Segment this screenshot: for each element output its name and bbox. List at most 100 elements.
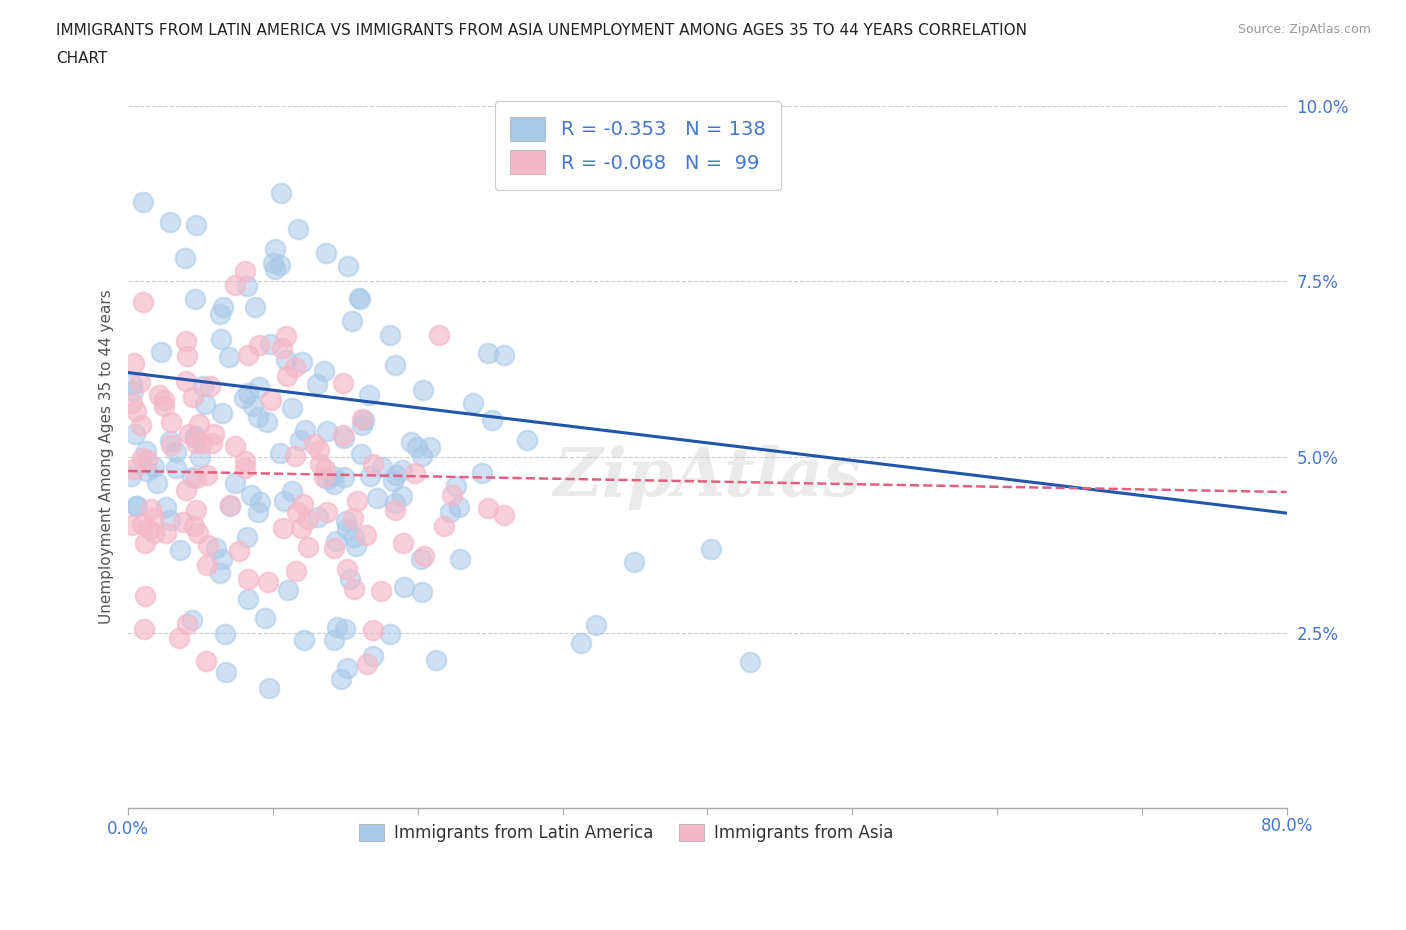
- Point: [384, 496, 406, 511]
- Point: [218, 498, 240, 512]
- Point: [273, 494, 295, 509]
- Point: [224, 476, 246, 491]
- Point: [146, 475, 169, 490]
- Point: [335, 561, 357, 576]
- Point: [312, 469, 335, 484]
- Point: [385, 468, 408, 483]
- Point: [427, 327, 450, 342]
- Point: [343, 581, 366, 596]
- Point: [346, 493, 368, 508]
- Point: [359, 469, 381, 484]
- Point: [149, 345, 172, 360]
- Point: [307, 510, 329, 525]
- Point: [449, 551, 471, 566]
- Point: [235, 278, 257, 293]
- Point: [343, 530, 366, 545]
- Point: [585, 618, 607, 633]
- Point: [174, 483, 197, 498]
- Point: [384, 358, 406, 373]
- Point: [332, 427, 354, 442]
- Text: ZipAtlas: ZipAtlas: [554, 445, 862, 511]
- Point: [477, 500, 499, 515]
- Point: [121, 377, 143, 392]
- Point: [441, 487, 464, 502]
- Point: [134, 622, 156, 637]
- Point: [412, 382, 434, 397]
- Text: 80.0%: 80.0%: [1260, 817, 1313, 835]
- Point: [332, 431, 354, 445]
- Point: [129, 418, 152, 432]
- Point: [492, 348, 515, 363]
- Point: [128, 375, 150, 390]
- Point: [270, 340, 292, 355]
- Point: [194, 396, 217, 411]
- Point: [264, 242, 287, 257]
- Point: [143, 525, 166, 540]
- Point: [233, 391, 256, 405]
- Point: [134, 589, 156, 604]
- Point: [315, 246, 337, 260]
- Point: [131, 516, 153, 531]
- Point: [314, 364, 336, 379]
- Point: [406, 440, 429, 455]
- Point: [291, 354, 314, 369]
- Point: [160, 437, 183, 452]
- Point: [135, 444, 157, 458]
- Point: [315, 472, 337, 486]
- Point: [446, 478, 468, 493]
- Point: [371, 459, 394, 474]
- Point: [246, 409, 269, 424]
- Point: [180, 470, 202, 485]
- Point: [243, 299, 266, 314]
- Point: [271, 521, 294, 536]
- Point: [353, 412, 375, 427]
- Point: [236, 347, 259, 362]
- Point: [419, 440, 441, 455]
- Point: [381, 474, 404, 489]
- Point: [492, 508, 515, 523]
- Point: [122, 355, 145, 370]
- Point: [236, 385, 259, 400]
- Point: [224, 277, 246, 292]
- Point: [165, 460, 187, 475]
- Point: [247, 379, 270, 394]
- Point: [228, 543, 250, 558]
- Point: [155, 525, 177, 540]
- Point: [131, 451, 153, 466]
- Point: [236, 591, 259, 606]
- Point: [391, 488, 413, 503]
- Point: [314, 462, 336, 477]
- Point: [276, 369, 298, 384]
- Point: [173, 250, 195, 265]
- Point: [356, 527, 378, 542]
- Point: [401, 434, 423, 449]
- Point: [197, 558, 219, 573]
- Point: [139, 501, 162, 516]
- Point: [287, 221, 309, 236]
- Point: [738, 655, 761, 670]
- Point: [215, 664, 238, 679]
- Legend: Immigrants from Latin America, Immigrants from Asia: Immigrants from Latin America, Immigrant…: [353, 817, 900, 849]
- Point: [447, 500, 470, 515]
- Point: [138, 522, 160, 537]
- Point: [332, 376, 354, 391]
- Point: [125, 404, 148, 418]
- Point: [366, 490, 388, 505]
- Point: [276, 352, 298, 367]
- Point: [291, 497, 314, 512]
- Point: [284, 359, 307, 374]
- Point: [569, 635, 592, 650]
- Point: [336, 521, 359, 536]
- Point: [269, 445, 291, 460]
- Point: [281, 484, 304, 498]
- Point: [184, 429, 207, 444]
- Point: [433, 519, 456, 534]
- Point: [463, 395, 485, 410]
- Point: [344, 538, 367, 553]
- Point: [209, 331, 232, 346]
- Point: [277, 582, 299, 597]
- Point: [120, 468, 142, 483]
- Point: [326, 619, 349, 634]
- Point: [246, 505, 269, 520]
- Point: [262, 256, 284, 271]
